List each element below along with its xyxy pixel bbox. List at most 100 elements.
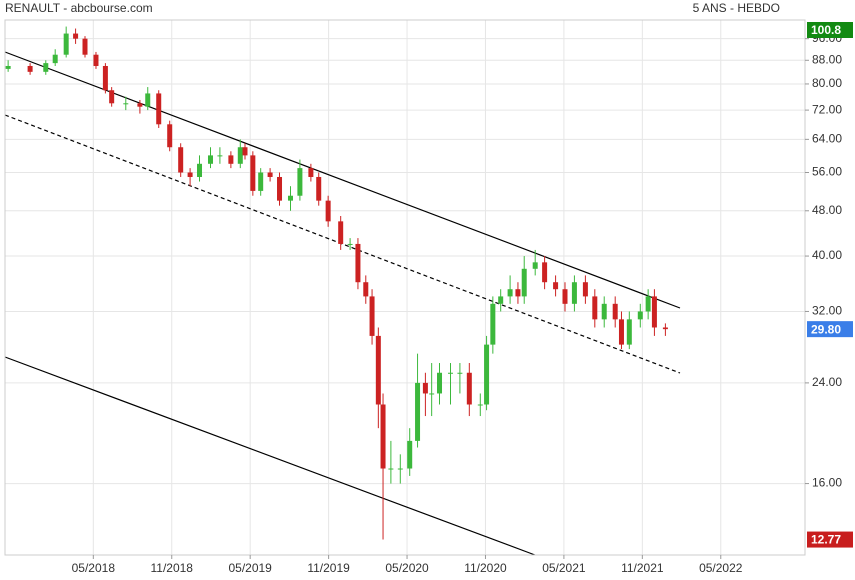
candle-body: [82, 38, 88, 55]
candle-body: [258, 172, 264, 191]
candle-body: [429, 393, 435, 395]
candle-body: [228, 155, 234, 164]
candle-body: [507, 289, 513, 297]
candle-body: [415, 382, 421, 441]
x-tick-label: 05/2020: [385, 561, 429, 575]
candle-body: [217, 155, 223, 157]
plot-frame: [4, 19, 806, 556]
y-tick-label: 48.00: [812, 203, 842, 217]
candle-body: [123, 103, 129, 105]
candle-body: [5, 65, 11, 69]
candle-body: [498, 296, 504, 304]
candle-body: [380, 404, 386, 469]
candle-body: [571, 282, 577, 304]
candle-body: [43, 63, 49, 72]
x-tick-label: 05/2021: [542, 561, 586, 575]
candle-body: [297, 168, 303, 196]
x-tick-label: 11/2020: [464, 561, 507, 575]
trend-lines: [4, 51, 681, 556]
price-marker-label: 29.80: [811, 322, 841, 336]
x-tick-label: 11/2019: [307, 561, 350, 575]
candle-body: [457, 372, 463, 374]
candle-body: [375, 335, 381, 405]
candle-body: [277, 176, 283, 201]
x-tick-label: 05/2022: [699, 561, 743, 575]
candle-body: [484, 344, 490, 405]
candle-body: [207, 155, 213, 164]
y-tick-label: 64.00: [812, 132, 842, 146]
candle-body: [407, 440, 413, 469]
candle-body: [582, 282, 588, 297]
candle-body: [325, 200, 331, 222]
candle-body: [109, 90, 115, 104]
grid: [5, 20, 805, 555]
candle-body: [287, 195, 293, 201]
candle-body: [651, 296, 657, 328]
candle-body: [388, 468, 394, 470]
chart-subtitle: 5 ANS - HEBDO: [693, 1, 780, 15]
x-tick-label: 11/2018: [150, 561, 193, 575]
candle-body: [542, 262, 548, 283]
candle-body: [592, 296, 598, 320]
candle-body: [242, 147, 248, 156]
candle-body: [308, 168, 314, 177]
candle-body: [63, 33, 69, 55]
candle-body: [422, 382, 428, 394]
candle-body: [102, 65, 108, 91]
x-tick-label: 05/2018: [72, 561, 116, 575]
candle-body: [515, 289, 521, 297]
candle-body: [477, 404, 483, 406]
candles: [5, 26, 668, 540]
candle-body: [553, 282, 559, 290]
candle-body: [637, 311, 643, 320]
candle-body: [137, 103, 143, 107]
candle-body: [52, 54, 58, 64]
y-tick-label: 72.00: [812, 102, 842, 116]
price-marker: [807, 22, 853, 38]
resistance-line: [4, 51, 681, 309]
candle-body: [645, 296, 651, 312]
price-marker: [807, 321, 853, 338]
y-tick-label: 56.00: [812, 165, 842, 179]
candle-body: [167, 124, 173, 148]
candle-body: [626, 319, 632, 345]
candle-body: [355, 243, 361, 283]
candle-body: [250, 155, 256, 191]
chart-title: RENAULT - abcbourse.com: [5, 1, 153, 15]
candle-body: [521, 268, 527, 297]
candle-body: [267, 172, 273, 177]
candle-body: [178, 147, 184, 173]
candle-body: [93, 54, 99, 66]
y-tick-label: 24.00: [812, 375, 842, 389]
candle-body: [618, 319, 624, 345]
candle-body: [447, 372, 453, 374]
y-tick-label: 88.00: [812, 52, 842, 66]
candle-body: [197, 163, 203, 177]
y-tick-label: 32.00: [812, 304, 842, 318]
channel-line: [4, 114, 681, 374]
candle-body: [612, 303, 618, 320]
candle-body: [437, 372, 443, 394]
candle-body: [237, 147, 243, 164]
candle-body: [662, 327, 668, 330]
candle-body: [562, 289, 568, 304]
support-line: [4, 356, 536, 556]
x-tick-label: 05/2019: [228, 561, 272, 575]
candle-body: [363, 282, 369, 297]
candle-body: [347, 243, 353, 245]
y-tick-label: 80.00: [812, 76, 842, 90]
candle-body: [532, 262, 538, 269]
candle-body: [316, 176, 322, 201]
candle-body: [397, 468, 403, 470]
candle-body: [601, 303, 607, 320]
candle-body: [490, 303, 496, 345]
candle-body: [145, 93, 151, 107]
candle-body: [27, 65, 33, 72]
candle-body: [156, 93, 162, 125]
candle-body: [466, 372, 472, 405]
y-tick-label: 16.00: [812, 476, 842, 490]
candle-body: [369, 296, 375, 336]
